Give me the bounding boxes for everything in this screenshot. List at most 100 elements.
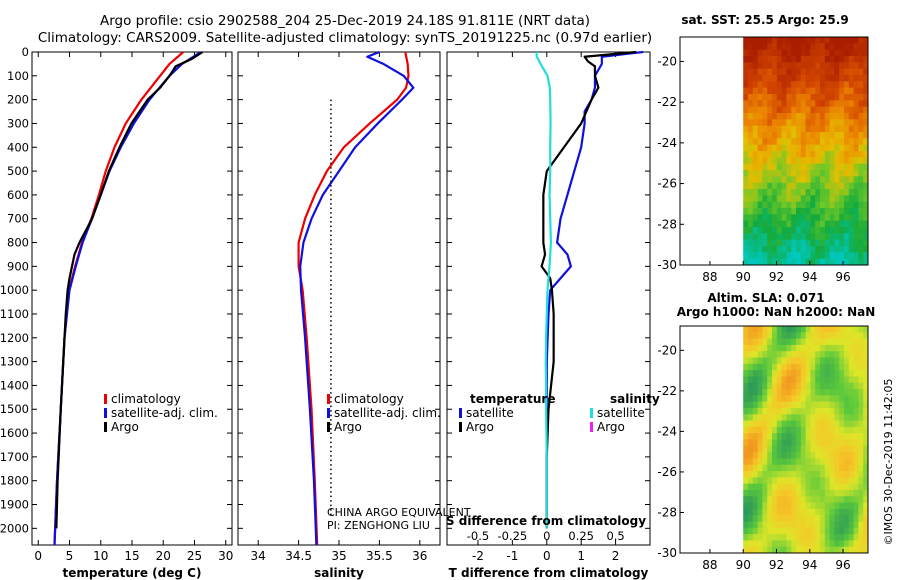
legend-label: Argo [597,420,625,434]
heatmap-cell [848,182,855,190]
heatmap-cell [791,189,797,196]
heatmap-cell [786,125,792,133]
heatmap-cell [844,527,850,535]
heatmap-cell [853,239,859,247]
heatmap-cell [829,464,835,472]
heatmap-cell [800,100,807,108]
heatmap-cell [848,414,855,422]
heatmap-cell [858,43,864,51]
heatmap-cell [796,119,802,127]
heatmap-cell [762,401,768,409]
heatmap-cell [805,452,811,459]
heatmap-cell [810,344,816,352]
heatmap-cell [805,106,811,114]
heatmap-cell [805,220,811,228]
heatmap-cell [810,502,816,510]
heatmap-cell [820,37,826,44]
heatmap-cell [815,370,821,377]
heatmap-cell [848,540,855,548]
heatmap-cell [757,496,763,504]
heatmap-cell [829,157,835,165]
heatmap-cell [810,540,816,548]
heatmap-cell [776,439,783,447]
heatmap-cell [762,357,768,365]
heatmap-cell [796,220,802,228]
heatmap-cell [762,227,768,234]
heatmap-cell [781,389,787,396]
heatmap-cell [815,489,821,497]
heatmap-cell [844,113,850,120]
heatmap-cell [844,214,850,222]
imos-watermark: ©IMOS 30-Dec-2019 11:42:05 [882,379,895,546]
heatmap-cell [824,420,831,428]
series-line [545,50,644,529]
heatmap-cell [800,527,807,535]
heatmap-cell [805,182,811,190]
heatmap-cell [839,106,845,114]
heatmap-cell [748,43,754,51]
heatmap-cell [839,227,845,234]
heatmap-cell [824,521,831,529]
heatmap-cell [844,489,850,497]
heatmap-cell [796,258,802,266]
heatmap-cell [844,208,850,215]
heatmap-cell [752,252,759,260]
sst-map-cells [743,37,869,266]
heatmap-cell [820,208,826,215]
legend-label: Argo [111,420,139,434]
heatmap-cell [743,201,749,209]
heatmap-cell [805,94,811,101]
heatmap-cell [805,489,811,497]
heatmap-cell [757,464,763,472]
heatmap-cell [863,401,869,409]
heatmap-cell [853,37,859,44]
heatmap-cell [834,113,840,120]
heatmap-cell [800,332,807,340]
heatmap-cell [748,357,754,365]
heatmap-cell [791,220,797,228]
heatmap-cell [848,214,855,222]
heatmap-cell [752,534,759,541]
heatmap-cell [776,106,783,114]
heatmap-cell [858,407,864,415]
heatmap-cell [805,502,811,510]
heatmap-cell [810,106,816,114]
heatmap-cell [863,458,869,466]
y-tick-label: 800 [7,236,29,250]
y-tick-label: 1700 [0,450,29,464]
heatmap-cell [820,176,826,184]
heatmap-cell [781,246,787,253]
heatmap-cell [810,477,816,485]
heatmap-cell [810,246,816,253]
heatmap-cell [829,389,835,396]
heatmap-cell [834,458,840,466]
heatmap-cell [848,401,855,409]
heatmap-cell [772,176,778,184]
heatmap-cell [772,227,778,234]
legend-marker-icon [590,408,593,418]
heatmap-cell [791,534,797,541]
heatmap-cell [805,439,811,447]
heatmap-cell [844,170,850,177]
heatmap-cell [839,157,845,165]
heatmap-cell [800,414,807,422]
heatmap-cell [796,94,802,101]
heatmap-cell [772,138,778,146]
x-tick-label: 88 [702,270,717,284]
heatmap-cell [844,540,850,548]
heatmap-cell [776,445,783,453]
heatmap-cell [762,458,768,466]
heatmap-cell [748,163,754,171]
heatmap-cell [858,170,864,177]
heatmap-cell [800,395,807,403]
heatmap-cell [853,62,859,70]
heatmap-cell [834,195,840,203]
heatmap-cell [743,81,749,89]
heatmap-cell [820,496,826,504]
heatmap-cell [834,351,840,359]
heatmap-cell [853,489,859,497]
heatmap-cell [824,62,831,70]
heatmap-cell [824,540,831,548]
heatmap-cell [820,464,826,472]
